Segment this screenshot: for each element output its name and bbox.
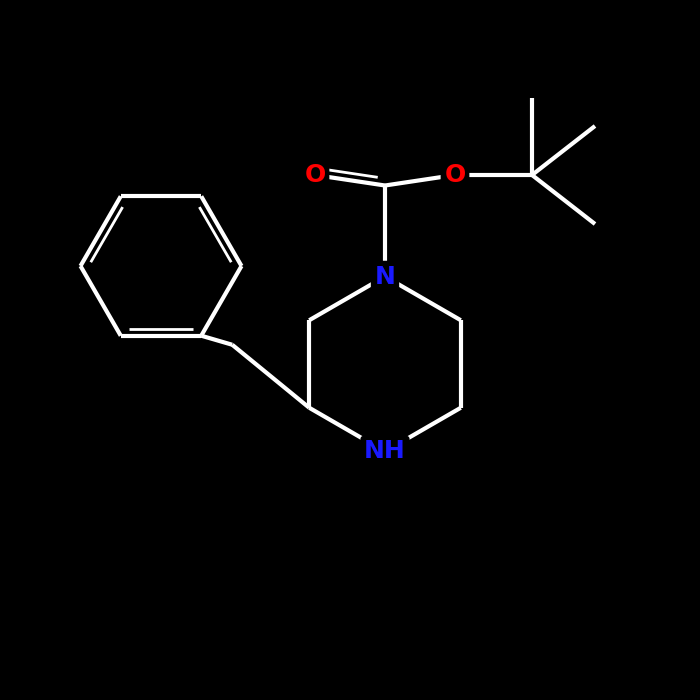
Text: N: N: [374, 265, 395, 288]
Text: O: O: [444, 163, 466, 187]
Text: NH: NH: [364, 440, 406, 463]
Text: O: O: [304, 163, 326, 187]
